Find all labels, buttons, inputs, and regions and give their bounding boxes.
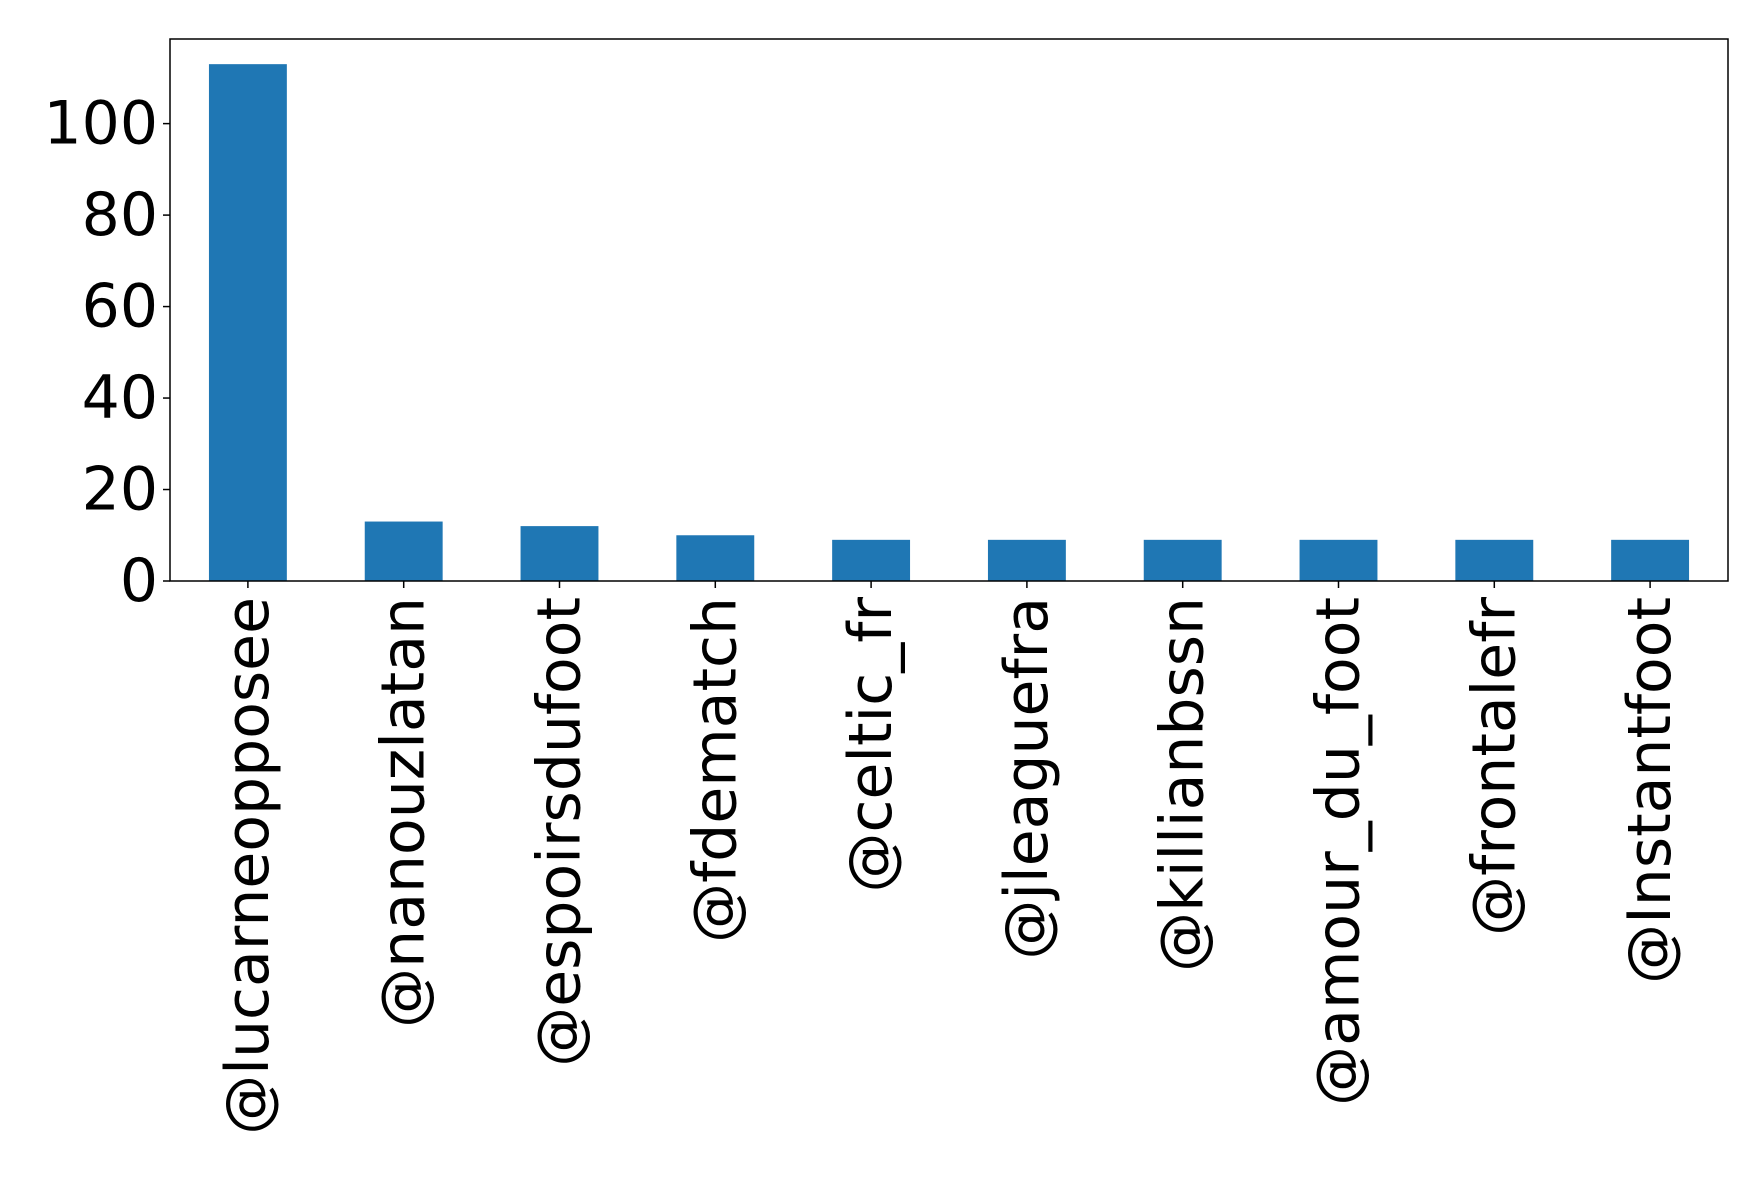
x-tick-label: @espoirsdufoot <box>525 597 595 1067</box>
bar <box>1299 539 1378 581</box>
x-tick-label: @fdematch <box>680 597 750 943</box>
x-tick-label: @celtic_fr <box>836 597 906 893</box>
x-tick-label: @Instantfoot <box>1615 597 1685 984</box>
bar <box>987 539 1066 581</box>
x-tick-label: @killianbssn <box>1148 597 1218 972</box>
bar <box>364 521 443 581</box>
x-tick-label: @jleaguefra <box>992 597 1062 960</box>
y-tick-label: 60 <box>82 272 158 342</box>
bar <box>832 539 911 581</box>
y-tick-label: 100 <box>43 89 158 159</box>
x-tick-label: @amour_du_foot <box>1304 597 1374 1106</box>
bar <box>1455 539 1534 581</box>
bar <box>520 526 599 581</box>
y-tick-label: 20 <box>82 455 158 525</box>
bar <box>676 535 755 581</box>
bar <box>1143 539 1222 581</box>
x-tick-label: @frontalefr <box>1459 597 1529 936</box>
bar <box>208 64 287 581</box>
y-tick-label: 40 <box>82 363 158 433</box>
y-tick-label: 80 <box>82 180 158 250</box>
y-tick-label: 0 <box>120 546 158 616</box>
x-tick-label: @nanouzlatan <box>369 597 439 1028</box>
bar <box>1611 539 1690 581</box>
x-tick-label: @lucarneopposee <box>213 597 283 1135</box>
plot-frame <box>169 38 1729 582</box>
